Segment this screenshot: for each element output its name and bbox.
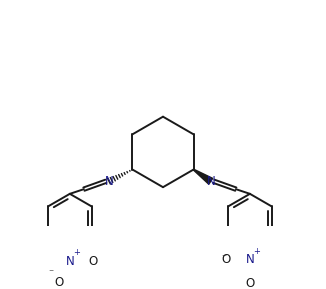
Text: ⁻: ⁻ (48, 269, 53, 279)
Text: O: O (245, 277, 255, 289)
Text: O: O (89, 255, 98, 268)
Polygon shape (193, 169, 213, 184)
Text: O: O (54, 276, 64, 289)
Text: N: N (206, 175, 215, 188)
Text: O: O (222, 253, 231, 266)
Text: N: N (245, 253, 254, 266)
Text: N: N (66, 255, 74, 268)
Text: ⁻: ⁻ (221, 253, 227, 263)
Text: +: + (73, 248, 80, 257)
Text: N: N (105, 175, 113, 188)
Text: +: + (253, 247, 260, 256)
